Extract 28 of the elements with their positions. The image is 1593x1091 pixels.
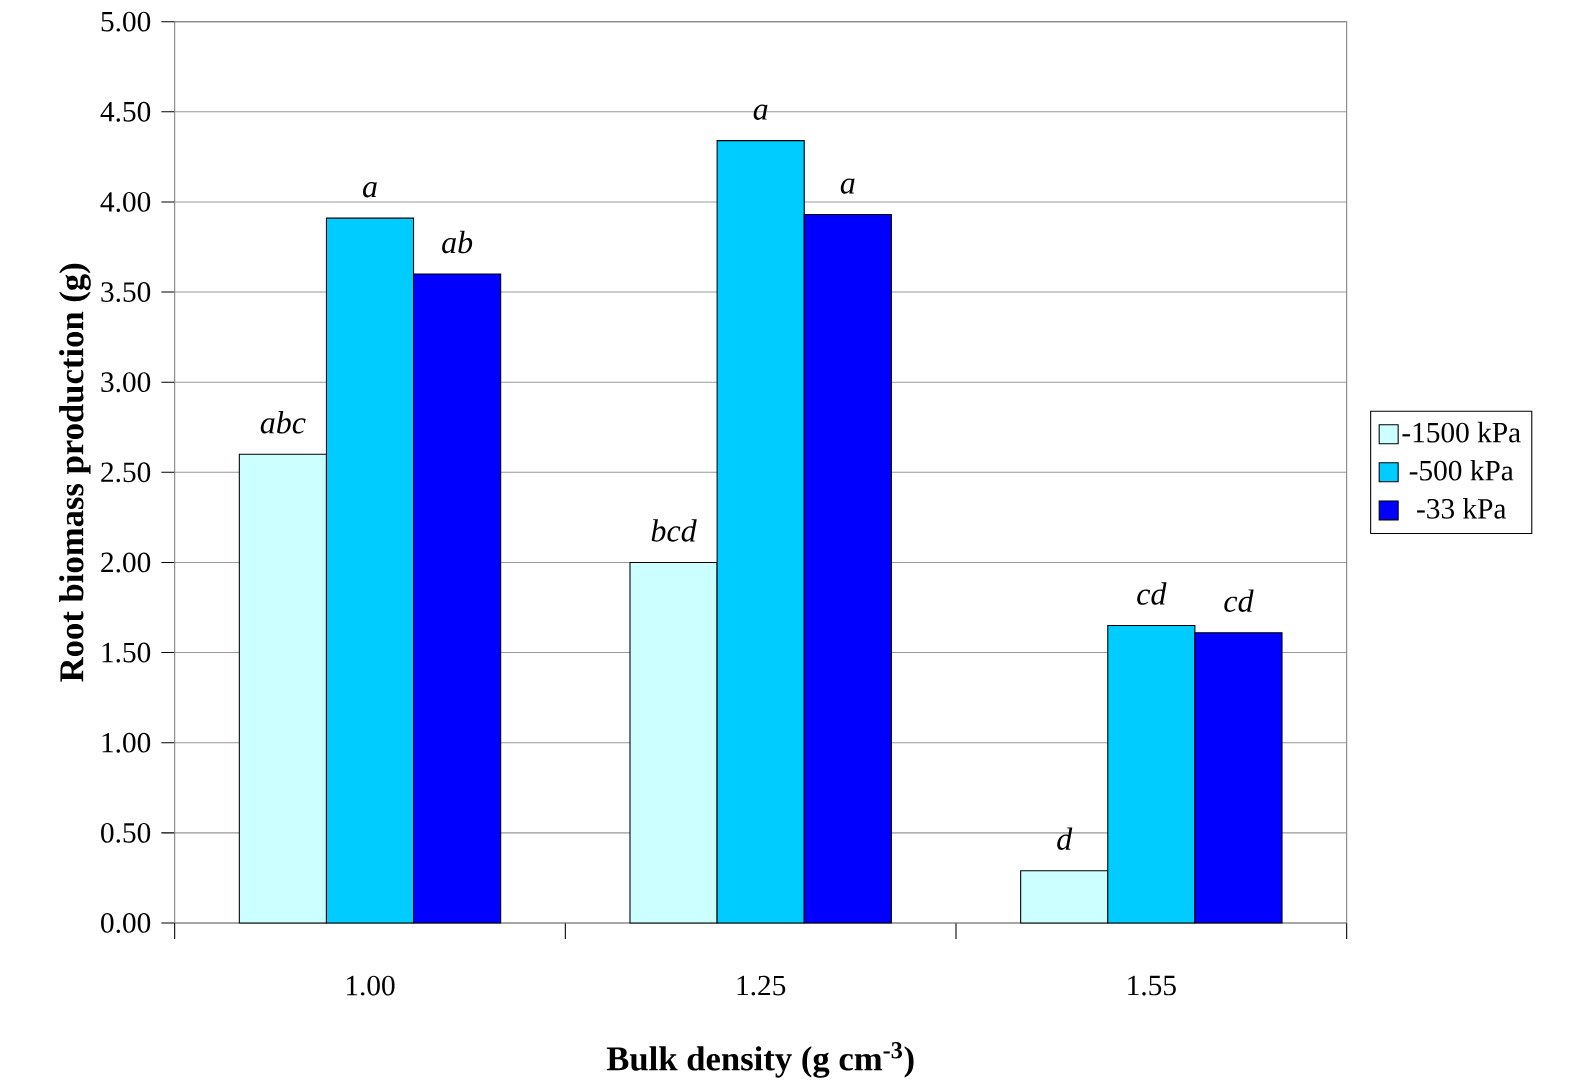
- data-label: a: [753, 104, 768, 120]
- y-tick-label: 0.50: [101, 822, 151, 843]
- data-label: a: [362, 182, 377, 198]
- y-tick-label: 4.00: [100, 191, 151, 212]
- x-tick-label: 1.55: [1128, 975, 1176, 996]
- data-label: ab: [442, 230, 473, 254]
- legend-label: -1500 kPa: [1402, 421, 1521, 443]
- y-tick-label: 0.00: [101, 913, 151, 933]
- y-tick-label: 2.00: [101, 552, 151, 573]
- data-label: abc: [260, 411, 306, 434]
- y-axis-title: Root biomass production (g): [59, 263, 91, 682]
- data-label: a: [840, 178, 855, 194]
- legend-label: -500 kPa: [1409, 459, 1514, 481]
- data-label: d: [1057, 827, 1073, 850]
- y-tick-label: 1.50: [102, 642, 151, 663]
- y-tick-label: 3.50: [101, 282, 151, 303]
- y-tick-label: 4.50: [100, 101, 151, 122]
- x-tick-label: 1.00: [346, 975, 395, 996]
- data-label: cd: [1224, 589, 1254, 613]
- data-label: cd: [1137, 582, 1167, 605]
- y-tick-label: 2.50: [101, 462, 151, 483]
- y-tick-label: 5.00: [101, 11, 151, 32]
- y-tick-label: 3.00: [101, 372, 151, 393]
- y-tick-label: 1.00: [102, 732, 151, 753]
- x-axis-title: Bulk density (g cm$^{-3}$): [606, 1042, 914, 1078]
- data-label: bcd: [651, 519, 697, 542]
- x-tick-label: 1.25: [737, 975, 786, 996]
- legend-label: -33 kPa: [1417, 498, 1507, 519]
